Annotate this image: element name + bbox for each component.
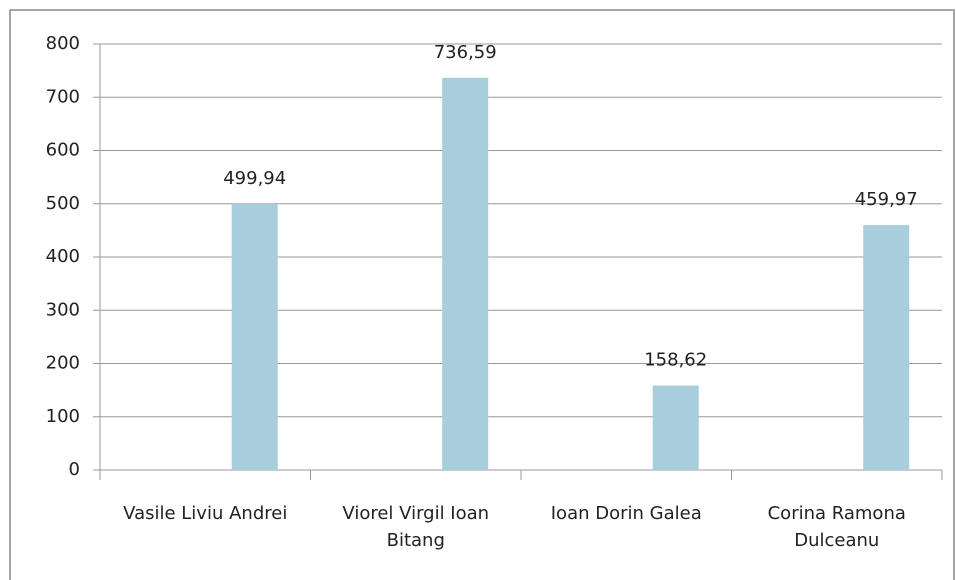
bar	[231, 203, 278, 470]
x-tick-label: Corina Ramona Dulceanu	[767, 503, 906, 551]
bar	[652, 385, 699, 470]
y-tick-label: 0	[69, 459, 80, 480]
bar	[863, 225, 910, 470]
bar	[442, 77, 489, 471]
x-tick-label: Viorel Virgil Ioan Bitang	[342, 503, 490, 551]
value-label: 736,59	[434, 42, 497, 63]
value-label: 499,94	[223, 168, 286, 189]
y-tick-label: 300	[46, 299, 80, 320]
y-tick-label: 400	[46, 246, 80, 267]
chart-border	[9, 9, 955, 580]
value-label: 459,97	[855, 189, 918, 210]
value-label: 158,62	[644, 350, 707, 371]
x-tick-label: Vasile Liviu Andrei	[123, 503, 288, 524]
y-tick-label: 700	[46, 86, 80, 107]
x-tick-label: Ioan Dorin Galea	[550, 503, 702, 524]
y-tick-label: 600	[46, 140, 80, 161]
y-tick-label: 500	[46, 193, 80, 214]
y-tick-label: 200	[46, 353, 80, 374]
y-tick-label: 800	[46, 33, 80, 54]
y-tick-label: 100	[46, 406, 80, 427]
